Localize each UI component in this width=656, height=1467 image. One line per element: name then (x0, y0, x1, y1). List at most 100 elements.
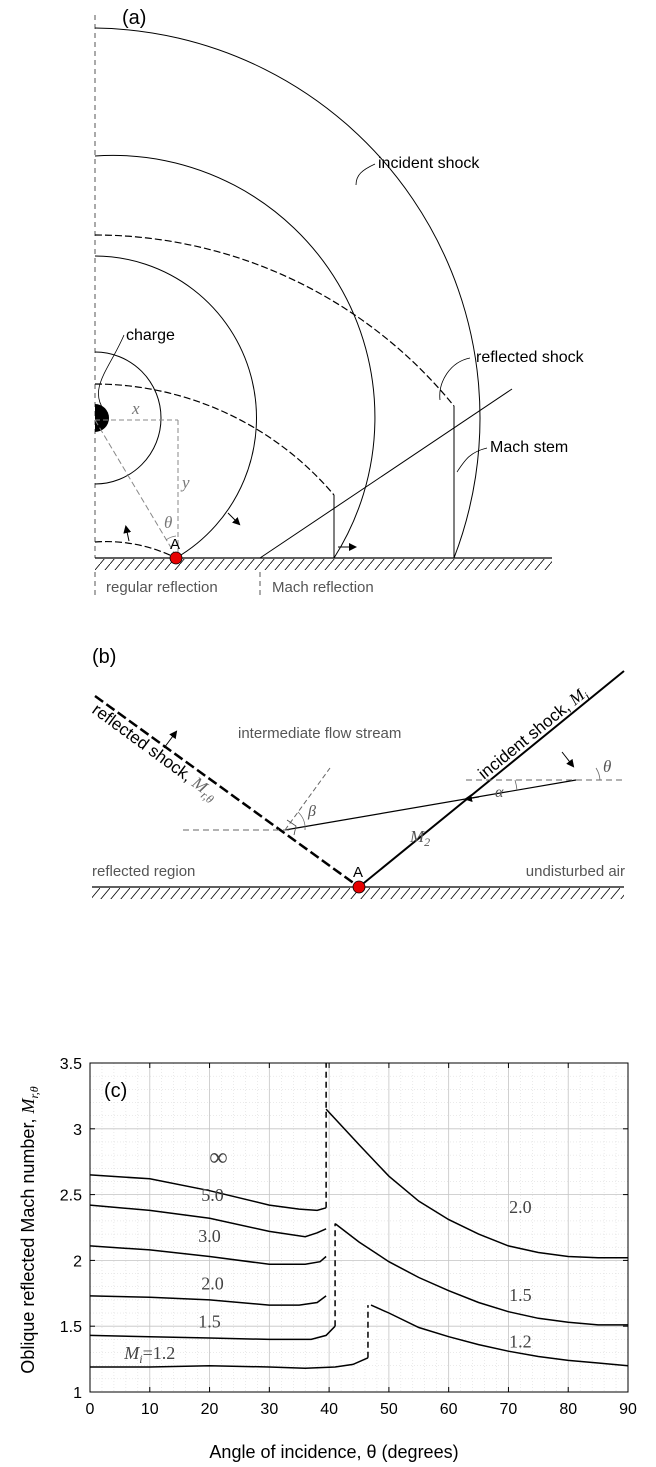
x-tick-label: 70 (500, 1401, 518, 1418)
reflected-shock-label-a: reflected shock (476, 349, 585, 366)
point-a-marker-b (352, 880, 366, 894)
x-tick-label: 90 (619, 1401, 637, 1418)
beta-label: β (307, 803, 316, 820)
series-line-7 (334, 1223, 628, 1326)
panel-b-tag: (b) (92, 646, 116, 668)
svg-text:incident shock, Mi: incident shock, Mi (475, 683, 593, 785)
chart-axes: 0 10 20 30 40 50 60 70 80 90 1 1.5 2 2.5 3 3.5 (60, 1056, 637, 1418)
alpha-arc (514, 779, 518, 791)
x-tick-label: 80 (559, 1401, 577, 1418)
chart-curve-labels: ∞ 5.0 3.0 2.0 1.5 Mi=1.2 2.0 1.5 1.2 (123, 1143, 531, 1366)
plot-frame (89, 1062, 629, 1393)
y-tick-label: 1.5 (60, 1319, 82, 1336)
curve-label-8: 1.2 (509, 1331, 532, 1351)
theta-arc-b (595, 767, 601, 781)
mach-stem-leader (456, 447, 488, 473)
theta-label-b: θ (603, 757, 611, 776)
point-a-label: A (170, 536, 180, 553)
incident-shock-line (358, 670, 625, 888)
arrow-incident-normal (561, 751, 575, 768)
curve-label-4: 1.5 (198, 1312, 221, 1332)
x-label: x (131, 399, 140, 418)
slant-line (94, 419, 177, 557)
charge-marker (95, 404, 109, 432)
series-line-5 (90, 1357, 369, 1370)
series-line-0 (89, 1174, 327, 1212)
x-tick-label: 0 (86, 1401, 95, 1418)
x-tick-label: 60 (440, 1401, 458, 1418)
series-line-3 (89, 1295, 327, 1306)
m2-label: M2 (409, 827, 430, 849)
incident-shock-arc-4 (94, 27, 481, 559)
panel-a-tag: (a) (122, 7, 146, 29)
curve-label-1: 5.0 (201, 1185, 224, 1205)
incident-shock-arc-1 (94, 351, 162, 485)
charge-leader (98, 334, 125, 411)
charge-label: charge (126, 327, 175, 344)
y-tick-label: 3 (73, 1122, 82, 1139)
point-a-label-b: A (353, 864, 363, 881)
series-line-8 (370, 1304, 629, 1367)
y-axis-title: Oblique reflected Mach number, Mr,θ (18, 1086, 41, 1373)
arrow-reflected-up (123, 525, 132, 542)
triple-point-path (259, 388, 513, 559)
series-line-6 (325, 1108, 628, 1259)
y-label: y (180, 473, 190, 492)
series-line-4 (89, 1325, 336, 1341)
x-tick-label: 40 (320, 1401, 338, 1418)
mach-reflection-label: Mach reflection (272, 579, 374, 596)
curve-label-5: Mi=1.2 (123, 1343, 175, 1366)
ground-hatch-b (92, 888, 624, 899)
series-line-2 (89, 1245, 327, 1266)
panel-b: (b) A intermediate flow stream reflected… (87, 646, 625, 899)
curve-label-0: ∞ (209, 1143, 228, 1172)
theta-arc-a (165, 535, 177, 541)
x-tick-label: 50 (380, 1401, 398, 1418)
incident-shock-arc-2 (94, 255, 257, 559)
x-tick-label: 10 (141, 1401, 159, 1418)
y-tick-label: 1 (73, 1385, 82, 1402)
reflected-shock-arc-3 (94, 234, 455, 407)
y-tick-label: 2.5 (60, 1188, 82, 1205)
point-a-marker (169, 551, 183, 565)
curve-label-7: 1.5 (509, 1285, 532, 1305)
curve-label-6: 2.0 (509, 1197, 532, 1217)
incident-shock-label: incident shock (378, 155, 480, 172)
reflected-shock-leader (439, 357, 471, 401)
incident-shock-label-b: incident shock, Mi (475, 683, 593, 785)
curve-label-3: 2.0 (201, 1273, 224, 1293)
panel-c-tag: (c) (104, 1080, 127, 1102)
flow-arrow-m2 (464, 794, 480, 803)
incident-shock-arc-3 (94, 154, 376, 559)
series-line-1 (89, 1204, 327, 1238)
x-tick-label: 30 (260, 1401, 278, 1418)
svg-text:Oblique reflected Mach number,: Oblique reflected Mach number, Mr,θ (18, 1086, 41, 1373)
y-tick-label: 3.5 (60, 1056, 82, 1073)
right-angle-mark (286, 819, 297, 836)
regular-reflection-label: regular reflection (106, 579, 218, 596)
intermediate-flow-label: intermediate flow stream (238, 725, 401, 742)
alpha-label: α (495, 784, 504, 801)
reflected-shock-label-b: reflected shock, Mr,θ (87, 700, 221, 807)
arrow-incident-down (227, 512, 241, 526)
chart-series (89, 1063, 629, 1370)
incident-shock-leader (355, 163, 376, 186)
panel-c-chart: ∞ 5.0 3.0 2.0 1.5 Mi=1.2 2.0 1.5 1.2 0 10 20 30 40 50… (18, 1056, 637, 1462)
reflected-region-label: reflected region (92, 863, 195, 880)
panel-a: (a) regular reflection Mach reflection c… (94, 7, 585, 598)
reflected-shock-normal (284, 767, 331, 831)
curve-label-2: 3.0 (198, 1226, 221, 1246)
ground-hatch-a (95, 559, 552, 570)
mach-stem-label: Mach stem (490, 439, 568, 456)
y-tick-label: 2 (73, 1253, 82, 1270)
svg-text:reflected shock, Mr,θ: reflected shock, Mr,θ (87, 700, 221, 807)
x-axis-title: Angle of incidence, θ (degrees) (209, 1442, 458, 1462)
reflected-shock-line (94, 694, 360, 889)
reflected-shock-arc-1 (94, 541, 177, 559)
x-tick-label: 20 (201, 1401, 219, 1418)
arrow-reflected-normal (163, 730, 178, 749)
flow-stream-m2 (284, 779, 577, 831)
reflected-shock-arc-2 (94, 383, 335, 496)
undisturbed-air-label: undisturbed air (526, 863, 625, 880)
